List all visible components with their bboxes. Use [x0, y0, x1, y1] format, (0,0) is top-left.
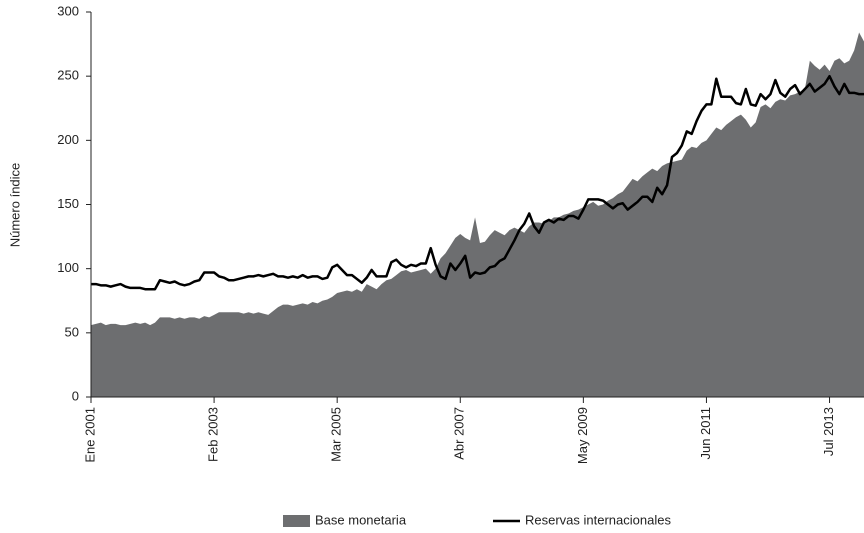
y-tick-label: 0: [72, 388, 79, 403]
y-tick-label: 100: [57, 260, 79, 275]
y-tick-label: 250: [57, 68, 79, 83]
y-tick-label: 300: [57, 3, 79, 18]
legend-swatch: [283, 515, 310, 527]
x-tick-label: Abr 2007: [452, 407, 467, 460]
y-tick-label: 200: [57, 132, 79, 147]
x-tick-label: Feb 2003: [206, 407, 221, 462]
area: [91, 32, 864, 398]
x-tick-label: Jun 2011: [698, 407, 713, 460]
y-axis-label: Número índice: [7, 163, 22, 248]
x-tick-label: Ene 2001: [82, 407, 97, 463]
y-tick-label: 50: [65, 324, 79, 339]
y-tick-label: 150: [57, 196, 79, 211]
line: [91, 74, 864, 291]
x-tick-label: Mar 2005: [329, 407, 344, 462]
legend-label: Reservas internacionales: [525, 512, 671, 527]
legend-label: Base monetaria: [315, 512, 407, 527]
x-tick-label: May 2009: [575, 407, 590, 464]
x-tick-label: Jul 2013: [821, 407, 836, 456]
